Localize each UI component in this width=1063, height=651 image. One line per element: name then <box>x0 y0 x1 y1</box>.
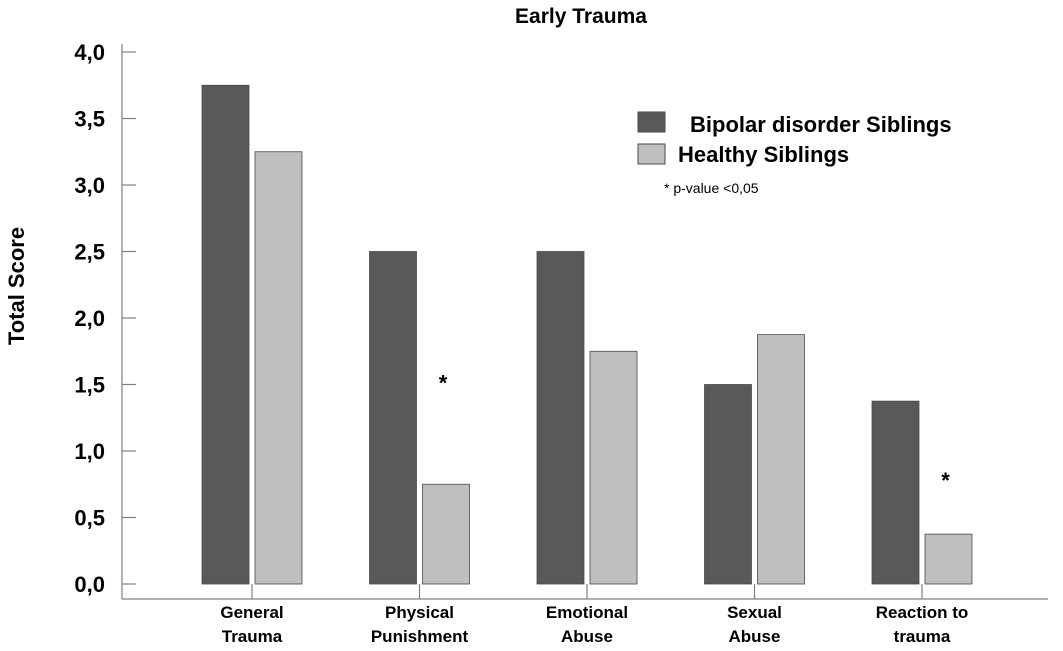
legend: Bipolar disorder Siblings Healthy Siblin… <box>637 111 952 167</box>
bar-bipolar <box>201 84 250 585</box>
legend-swatch-bipolar <box>637 111 666 133</box>
significance-note: * p-value <0,05 <box>664 180 759 196</box>
bar-healthy <box>589 350 638 585</box>
y-axis-label: Total Score <box>4 227 29 345</box>
chart-title: Early Trauma <box>515 5 647 28</box>
y-tick-label: 2,5 <box>74 240 105 265</box>
x-tick-label: General <box>220 603 283 622</box>
axes <box>121 44 1048 600</box>
x-tick-label: trauma <box>894 627 951 646</box>
x-tick-label: Punishment <box>371 627 469 646</box>
y-tick-label: 4,0 <box>74 40 105 65</box>
significance-markers: ** <box>439 370 951 493</box>
y-tick-label: 3,0 <box>74 173 105 198</box>
bars <box>201 84 973 585</box>
legend-label-healthy: Healthy Siblings <box>678 142 849 167</box>
x-tick-label: Abuse <box>561 627 613 646</box>
y-tick-label: 0,0 <box>74 572 105 597</box>
bar-bipolar <box>369 251 417 585</box>
bar-healthy <box>924 533 973 585</box>
x-tick-label: Reaction to <box>876 603 969 622</box>
significance-star: * <box>941 468 950 493</box>
legend-label-bipolar: Bipolar disorder Siblings <box>690 112 952 137</box>
bar-bipolar <box>704 384 752 585</box>
x-tick-label: Trauma <box>222 627 283 646</box>
y-tick-label: 0,5 <box>74 506 105 531</box>
bar-healthy <box>254 151 303 585</box>
y-tick-label: 2,0 <box>74 306 105 331</box>
x-tick-label: Abuse <box>729 627 781 646</box>
bar-bipolar <box>536 251 585 585</box>
x-tick-label: Emotional <box>546 603 628 622</box>
bar-healthy <box>422 483 470 585</box>
y-tick-labels: 0,0 0,5 1,0 1,5 2,0 2,5 3,0 3,5 4,0 <box>74 40 105 597</box>
y-tick-label: 3,5 <box>74 107 105 132</box>
y-tick-label: 1,5 <box>74 373 105 398</box>
x-tick-label: Physical <box>385 603 454 622</box>
x-tick-label: Sexual <box>727 603 782 622</box>
bar-bipolar <box>871 400 920 585</box>
x-tick-labels: General Trauma Physical Punishment Emotional… <box>220 603 968 646</box>
y-tick-label: 1,0 <box>74 439 105 464</box>
bar-healthy <box>757 334 805 585</box>
significance-star: * <box>439 370 448 395</box>
legend-swatch-healthy <box>637 143 666 165</box>
